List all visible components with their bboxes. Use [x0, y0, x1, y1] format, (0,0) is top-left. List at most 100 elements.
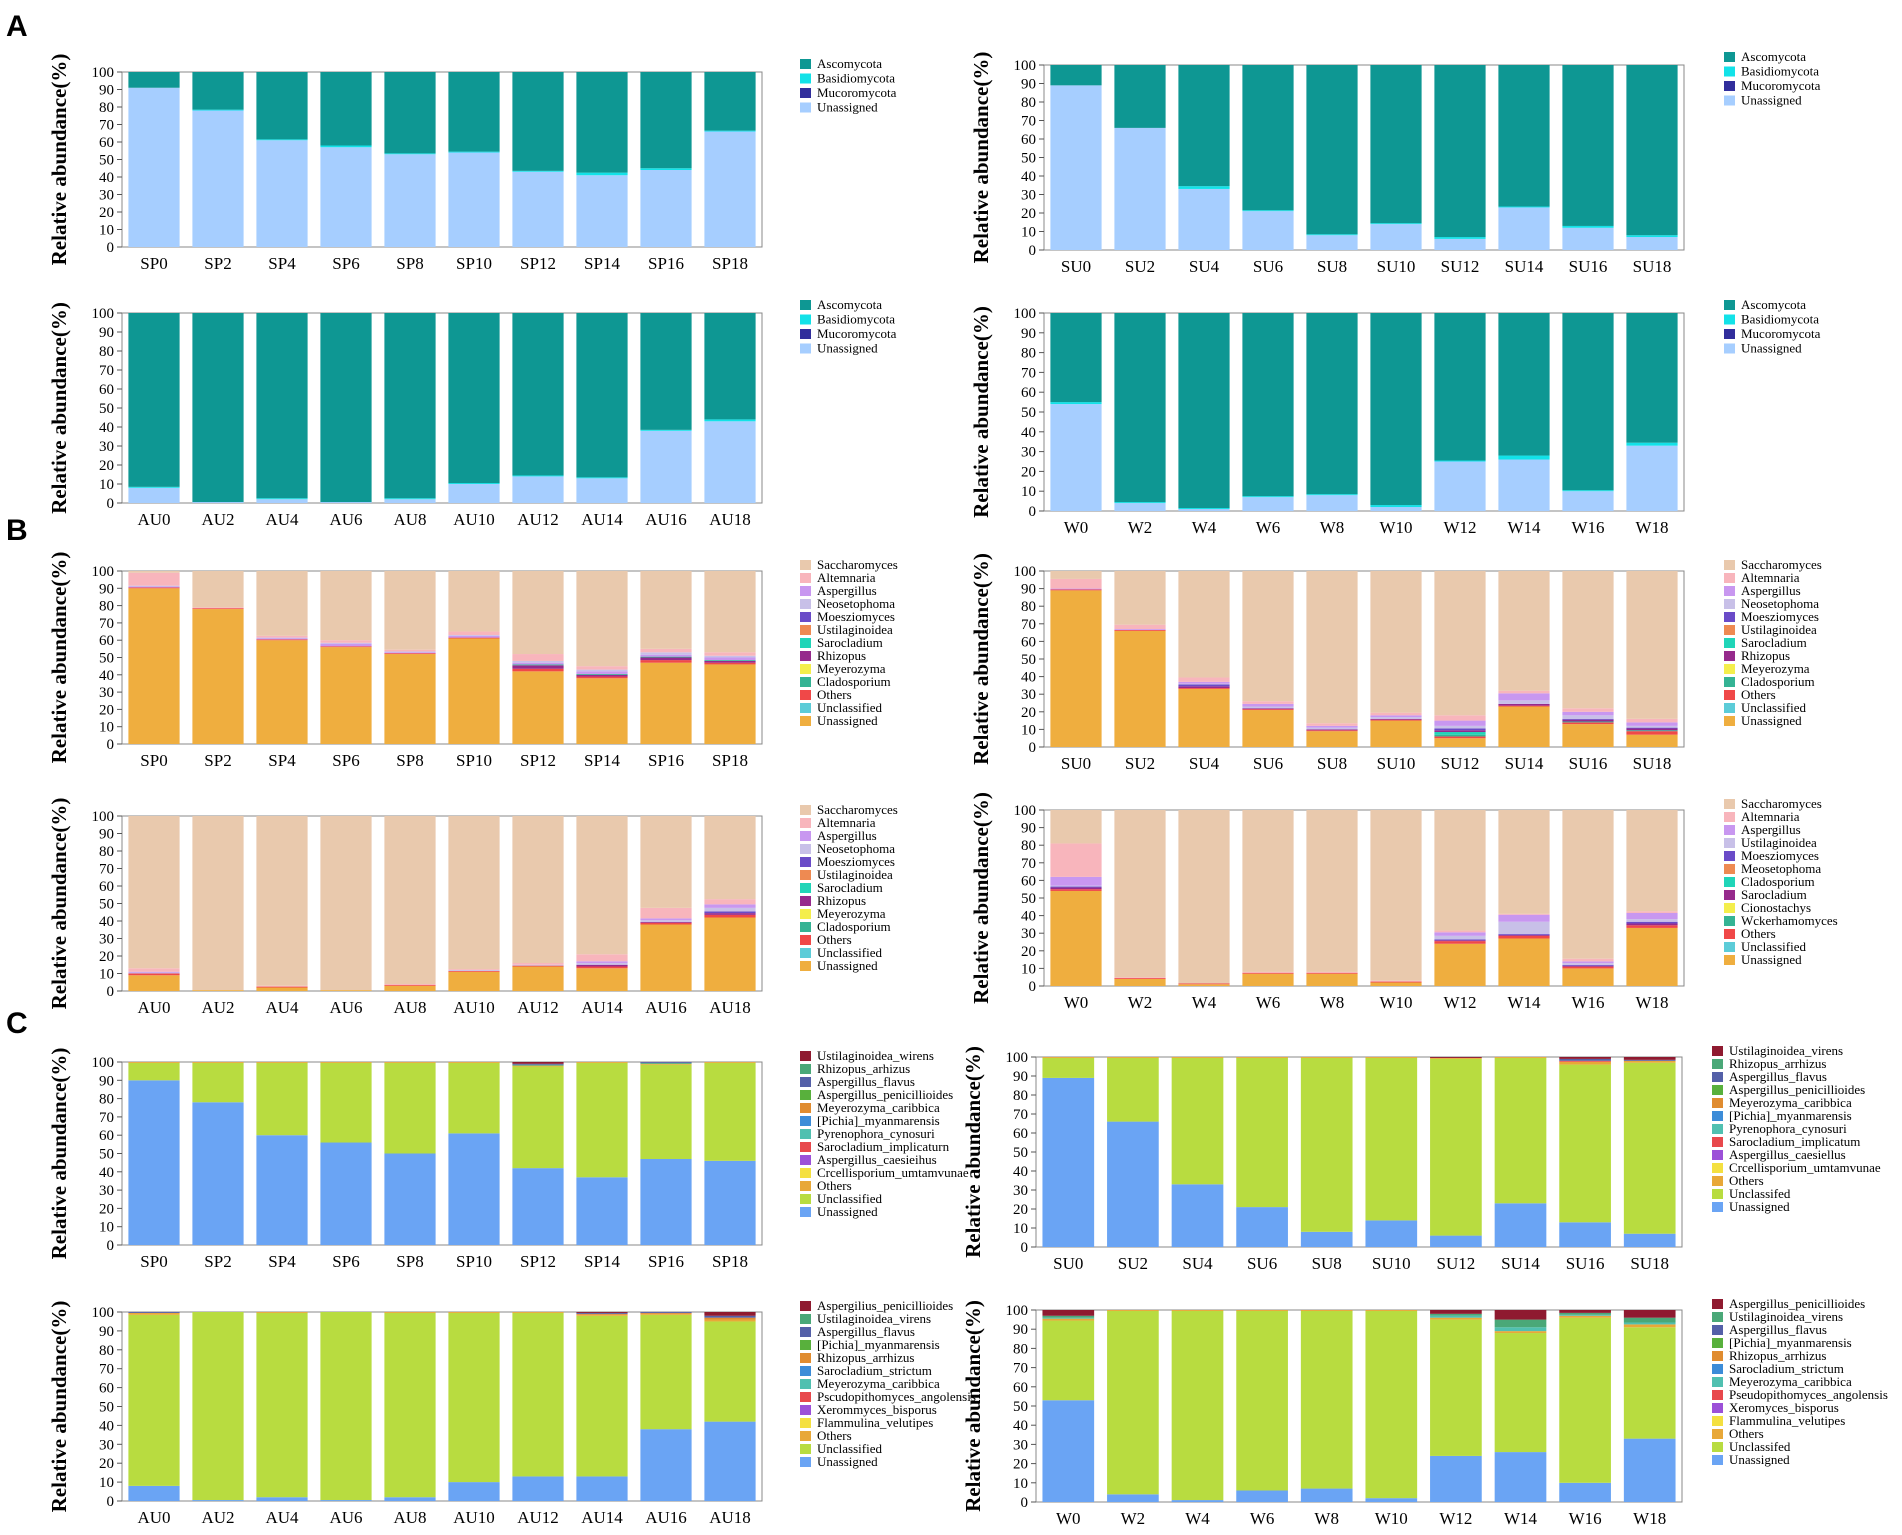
legend-swatch [1712, 1176, 1723, 1186]
y-tick-label: 10 [1013, 1476, 1028, 1492]
legend-swatch [1724, 890, 1735, 900]
legend-label: Saccharomyces [817, 557, 898, 572]
legend-swatch [800, 300, 811, 310]
bar-segment-aspergillus-sp14 [576, 671, 628, 674]
legend-swatch [800, 1129, 811, 1139]
legend-label: Meyerozyma_caribbica [1729, 1374, 1852, 1389]
bar-segment-unclassified-sp16 [640, 1064, 692, 1159]
legend-swatch [800, 59, 811, 69]
bar-segment-others-sp4 [256, 639, 308, 641]
x-tick-label-su6: SU6 [1253, 754, 1283, 773]
y-tick-label: 90 [1021, 582, 1036, 598]
legend-swatch [1712, 1351, 1723, 1361]
bar-segment-ustilaginoidea-virens-su18 [1623, 1057, 1676, 1060]
legend-swatch [1712, 1059, 1723, 1069]
bar-segment-unclassifed-w16 [1559, 1317, 1611, 1483]
y-tick-label: 60 [99, 135, 114, 151]
bar-segment-saccharomyces-su0 [1050, 571, 1102, 579]
legend-swatch [1724, 664, 1735, 674]
bar-segment-saccharomyces-su4 [1178, 571, 1230, 678]
bar-segment-unassigned-sp16 [640, 1158, 692, 1245]
bar-segment-unclassified-au12 [512, 1312, 564, 1477]
legend-label: Sarocladium_implicatum [1729, 1134, 1860, 1149]
bar-segment-others-sp16 [640, 1063, 692, 1065]
bar-segment-ustilaginoidea-virens-su12 [1430, 1057, 1482, 1058]
legend-swatch [800, 831, 811, 841]
y-tick-label: 0 [107, 1494, 115, 1510]
legend-swatch [1724, 677, 1735, 687]
y-axis-label: Relative abundance(%) [47, 1048, 71, 1260]
legend-label: Ustilaginoidea_virens [1729, 1043, 1843, 1058]
legend-swatch [800, 638, 811, 648]
bar-segment-unclassifed-w8 [1300, 1310, 1353, 1489]
bar-segment-unassigned-su0 [1050, 85, 1102, 250]
bar-segment-others-sp8 [384, 1062, 436, 1063]
legend-label: Cladosporium [817, 919, 891, 934]
legend-swatch [1712, 1046, 1723, 1056]
bar-segment-unclassified-sp18 [704, 1062, 756, 1161]
x-tick-label-su6: SU6 [1253, 257, 1283, 276]
bar-segment-ascomycota-sp8 [384, 72, 436, 154]
y-tick-label: 20 [1021, 206, 1036, 222]
bar-segment-neosetophoma-su14 [1498, 700, 1550, 704]
bar-segment-aspergillus-flavus-su18 [1623, 1059, 1676, 1061]
legend-label: Unclassified [817, 1441, 882, 1456]
legend-label: Unassigned [817, 958, 878, 973]
bar-segment-neosetophoma-au10 [448, 970, 500, 971]
bar-segment-neosetophoma-au16 [640, 920, 692, 922]
y-tick-label: 0 [1029, 979, 1037, 995]
bar-segment-unclassified-au0 [128, 1314, 180, 1486]
bar-segment-basidiomycota-su6 [1242, 210, 1294, 212]
bar-segment-unassigned-au4 [256, 499, 308, 503]
legend-swatch [1724, 66, 1735, 77]
bar-segment-ascomycota-su6 [1242, 65, 1294, 211]
bar-segment-saccharomyces-sp8 [384, 571, 436, 650]
legend-label: Rhizopus_arrhizus [1729, 1056, 1826, 1071]
x-tick-label-au14: AU14 [581, 998, 623, 1017]
legend-swatch [800, 329, 811, 339]
bar-segment-aspergillus-w18 [1626, 912, 1678, 920]
bar-segment-unassigned-su12 [1434, 738, 1486, 747]
bar-segment-unassigned-su4 [1178, 688, 1230, 747]
bar-segment-basidiomycota-w16 [1562, 490, 1614, 492]
legend-swatch [800, 677, 811, 687]
legend-label: Rhizopus_arrhizus [1729, 1348, 1826, 1363]
bar-segment-ascomycota-su8 [1306, 65, 1358, 235]
legend-swatch [1724, 95, 1735, 106]
bar-segment-unassigned-w4 [1171, 1500, 1224, 1502]
bar-segment-moesziomyces-w12 [1434, 939, 1486, 941]
legend-label: Aspergilius_penicillioides [817, 1298, 953, 1313]
bar-segment-unassigned-w18 [1626, 927, 1678, 986]
y-tick-label: 20 [1021, 705, 1036, 721]
bar-segment-unclassified-au10 [448, 1312, 500, 1483]
bar-segment-basidiomycota-sp2 [192, 109, 244, 111]
bar-segment-cladosporium-sp18 [704, 660, 756, 661]
x-tick-label-sp10: SP10 [456, 751, 492, 770]
bar-segment-ustilaginoidea-w16 [1562, 963, 1614, 965]
legend-label: Unclassified [817, 945, 882, 960]
x-tick-label-su12: SU12 [1441, 754, 1480, 773]
legend-label: Aspergillus_penicillioides [1729, 1082, 1865, 1097]
chart-panel-c-summer: 0 10 20 30 40 50 60 70 80 90 100 Relative abundance… [961, 1043, 1881, 1273]
legend-swatch [1724, 651, 1735, 661]
y-tick-label: 0 [107, 240, 115, 256]
bar-segment-altemnaria-au16 [640, 907, 692, 919]
bar-segment-rhizopus-su12 [1434, 730, 1486, 733]
legend-swatch [800, 1207, 811, 1217]
legend-swatch [800, 909, 811, 919]
bar-segment-saccharomyces-su16 [1562, 571, 1614, 709]
x-tick-label-au8: AU8 [393, 1508, 426, 1527]
bar-segment-ustilaginoidea-virens-su16 [1559, 1057, 1611, 1059]
legend-swatch [1712, 1377, 1723, 1387]
legend-swatch [1712, 1455, 1723, 1465]
bar-segment-unclassifed-su0 [1042, 1057, 1095, 1078]
bar-segment-neosetophoma-su18 [1626, 725, 1678, 728]
x-tick-label-au12: AU12 [517, 1508, 559, 1527]
bar-segment-ascomycota-su14 [1498, 65, 1550, 207]
bar-segment-unassigned-sp12 [512, 671, 564, 744]
bar-segment-unassigned-sp4 [256, 1135, 308, 1245]
bar-segment-others-au4 [256, 1312, 308, 1313]
legend-swatch [1724, 314, 1735, 325]
legend-swatch [800, 922, 811, 932]
